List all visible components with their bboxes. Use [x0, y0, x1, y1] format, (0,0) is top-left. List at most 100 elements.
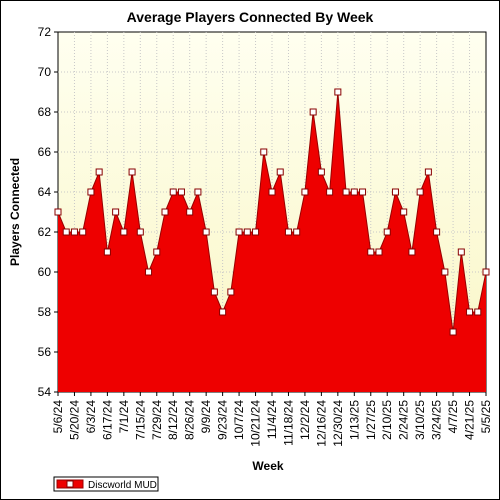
y-tick-label: 56	[38, 345, 52, 359]
y-tick-label: 64	[38, 185, 52, 199]
data-point	[202, 228, 210, 236]
x-tick-label: 11/18/24	[281, 400, 295, 446]
data-point	[227, 288, 235, 296]
data-point	[400, 208, 408, 216]
data-point	[383, 228, 391, 236]
x-tick-label: 7/1/24	[117, 400, 131, 434]
data-point	[293, 228, 301, 236]
x-tick-label: 4/7/25	[446, 400, 460, 434]
data-point	[268, 188, 276, 196]
data-point	[95, 168, 103, 176]
data-point	[391, 188, 399, 196]
data-point	[449, 328, 457, 336]
data-point	[424, 168, 432, 176]
y-tick-label: 62	[38, 225, 52, 239]
data-point	[416, 188, 424, 196]
data-point	[70, 228, 78, 236]
data-point	[260, 148, 268, 156]
y-tick-label: 66	[38, 145, 52, 159]
x-tick-label: 5/20/24	[67, 400, 81, 440]
data-point	[112, 208, 120, 216]
data-point	[252, 228, 260, 236]
data-point	[474, 308, 482, 316]
data-point	[219, 308, 227, 316]
data-point	[457, 248, 465, 256]
data-point	[482, 268, 490, 276]
y-tick-label: 70	[38, 65, 52, 79]
x-tick-label: 2/10/25	[380, 400, 394, 440]
data-point	[235, 228, 243, 236]
x-tick-label: 6/17/24	[100, 400, 114, 440]
x-tick-label: 7/15/24	[133, 400, 147, 440]
data-point	[408, 248, 416, 256]
data-point	[466, 308, 474, 316]
data-point	[87, 188, 95, 196]
x-tick-label: 10/21/24	[249, 400, 263, 447]
data-point	[309, 108, 317, 116]
data-point	[284, 228, 292, 236]
data-point	[128, 168, 136, 176]
data-point	[276, 168, 284, 176]
x-tick-label: 1/27/25	[364, 400, 378, 440]
data-point	[79, 228, 87, 236]
data-point	[153, 248, 161, 256]
data-point	[375, 248, 383, 256]
data-point	[359, 188, 367, 196]
y-axis-label: Players Connected	[8, 158, 22, 266]
x-tick-label: 2/24/25	[397, 400, 411, 440]
data-point	[103, 248, 111, 256]
data-point	[433, 228, 441, 236]
x-tick-label: 5/5/25	[479, 400, 493, 434]
x-tick-label: 12/30/24	[331, 400, 345, 447]
x-tick-label: 3/10/25	[413, 400, 427, 440]
data-point	[441, 268, 449, 276]
data-point	[317, 168, 325, 176]
legend: Discworld MUD	[53, 476, 159, 492]
data-point	[243, 228, 251, 236]
y-tick-label: 68	[38, 105, 52, 119]
y-tick-label: 72	[38, 25, 52, 39]
data-point	[177, 188, 185, 196]
data-point	[326, 188, 334, 196]
x-tick-label: 1/13/25	[347, 400, 361, 440]
legend-marker	[66, 480, 74, 488]
x-axis: 5/6/24 5/20/24 6/3/24 6/17/24 7/1/24 7/15/24 7…	[51, 392, 493, 447]
data-markers	[54, 88, 490, 336]
data-point	[161, 208, 169, 216]
x-tick-label: 7/29/24	[150, 400, 164, 440]
x-tick-label: 3/24/25	[430, 400, 444, 440]
x-tick-label: 8/26/24	[183, 400, 197, 440]
data-point	[367, 248, 375, 256]
data-point	[54, 208, 62, 216]
y-tick-label: 58	[38, 305, 52, 319]
y-tick-label: 54	[38, 385, 52, 399]
data-point	[194, 188, 202, 196]
x-tick-label: 9/23/24	[216, 400, 230, 440]
x-tick-label: 4/21/25	[463, 400, 477, 440]
data-point	[169, 188, 177, 196]
legend-entry: Discworld MUD	[88, 480, 157, 491]
x-tick-label: 11/4/24	[265, 400, 279, 439]
x-tick-label: 10/7/24	[232, 400, 246, 440]
x-axis-label: Week	[252, 459, 283, 473]
x-tick-label: 6/3/24	[84, 400, 98, 434]
x-tick-label: 9/9/24	[199, 400, 213, 434]
x-tick-label: 12/2/24	[298, 400, 312, 440]
chart-title: Average Players Connected By Week	[127, 9, 374, 25]
y-tick-label: 60	[38, 265, 52, 279]
data-point	[350, 188, 358, 196]
data-point	[342, 188, 350, 196]
data-point	[186, 208, 194, 216]
data-point	[334, 88, 342, 96]
data-point	[136, 228, 144, 236]
x-tick-label: 5/6/24	[51, 400, 65, 434]
data-point	[120, 228, 128, 236]
data-point	[210, 288, 218, 296]
data-point	[301, 188, 309, 196]
series-area	[58, 92, 486, 392]
y-axis: 54 56 58 60 62 64 66 68 70 72	[38, 25, 58, 399]
data-point	[145, 268, 153, 276]
x-tick-label: 8/12/24	[166, 400, 180, 440]
x-tick-label: 12/16/24	[314, 400, 328, 447]
